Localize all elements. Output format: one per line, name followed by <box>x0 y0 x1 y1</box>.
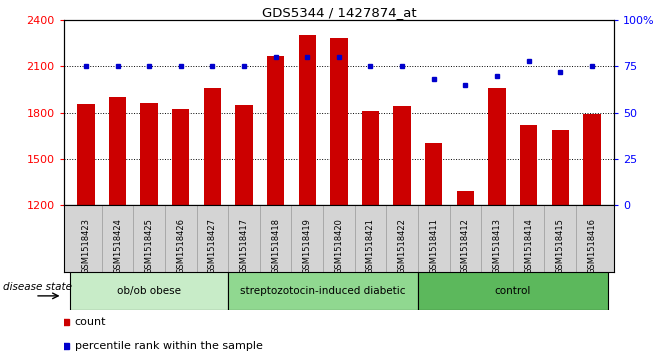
Bar <box>583 114 601 205</box>
Bar <box>330 38 348 205</box>
Text: control: control <box>495 286 531 296</box>
Bar <box>267 56 285 205</box>
Text: ob/ob obese: ob/ob obese <box>117 286 181 296</box>
Bar <box>77 104 95 205</box>
Bar <box>109 97 126 205</box>
Bar <box>299 35 316 205</box>
Bar <box>418 272 608 310</box>
Bar <box>172 109 189 205</box>
Text: disease state: disease state <box>3 282 72 292</box>
Text: count: count <box>74 317 106 327</box>
Bar <box>204 88 221 205</box>
Bar <box>362 111 379 205</box>
Bar <box>228 272 418 310</box>
Bar <box>425 143 442 205</box>
Bar <box>520 125 537 205</box>
Text: streptozotocin-induced diabetic: streptozotocin-induced diabetic <box>240 286 406 296</box>
Bar <box>70 272 228 310</box>
Bar <box>457 191 474 205</box>
Bar <box>552 130 569 205</box>
Bar <box>488 88 506 205</box>
Bar <box>236 105 253 205</box>
Bar <box>393 106 411 205</box>
Text: percentile rank within the sample: percentile rank within the sample <box>74 341 262 351</box>
Title: GDS5344 / 1427874_at: GDS5344 / 1427874_at <box>262 6 416 19</box>
Bar <box>140 103 158 205</box>
